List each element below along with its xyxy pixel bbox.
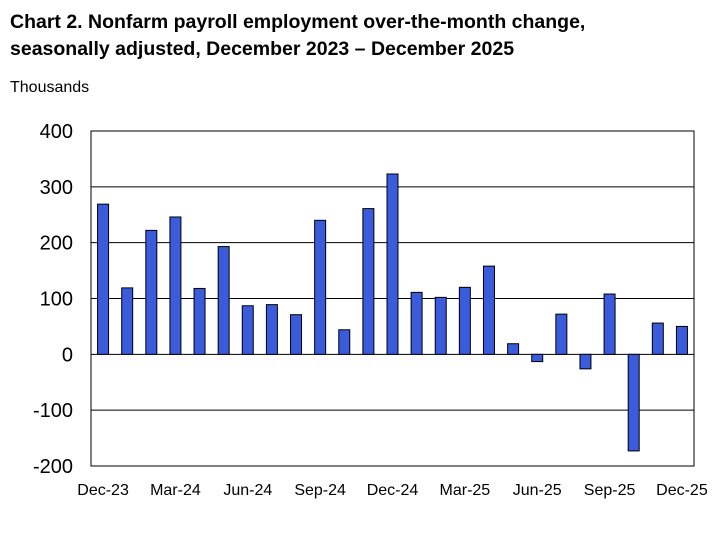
x-tick-label: Jun-25 xyxy=(513,482,562,499)
bar xyxy=(458,286,471,355)
bar xyxy=(410,291,423,355)
bar xyxy=(97,203,110,355)
x-tick-label: Mar-25 xyxy=(440,482,491,499)
chart-title-line-2: seasonally adjusted, December 2023 – Dec… xyxy=(10,38,515,60)
bar xyxy=(217,246,230,355)
y-axis-units-label: Thousands xyxy=(10,79,90,96)
bar xyxy=(169,216,182,355)
x-tick-label: Mar-24 xyxy=(150,482,201,499)
bar xyxy=(627,353,640,452)
bar xyxy=(651,322,664,355)
bar xyxy=(555,313,568,355)
y-tick-label: 300 xyxy=(40,177,73,199)
bar xyxy=(434,296,447,355)
bar xyxy=(265,304,278,355)
bar xyxy=(579,353,592,370)
bar xyxy=(675,325,688,355)
bar xyxy=(386,173,399,355)
bar xyxy=(482,265,495,355)
bar xyxy=(121,287,134,355)
y-tick-label: 200 xyxy=(40,233,73,255)
y-tick-label: 100 xyxy=(40,289,73,311)
bar xyxy=(338,329,351,355)
bar xyxy=(145,229,158,355)
x-tick-label: Dec-23 xyxy=(77,482,129,499)
bar xyxy=(531,353,544,363)
y-tick-label: 400 xyxy=(40,121,73,143)
bar xyxy=(362,208,375,355)
bar xyxy=(290,314,303,355)
y-tick-label: 0 xyxy=(62,344,73,366)
chart-title: Chart 2. Nonfarm payroll employment over… xyxy=(10,9,716,63)
bar xyxy=(507,343,520,355)
bar xyxy=(241,305,254,355)
x-tick-label: Sep-24 xyxy=(294,482,346,499)
x-tick-label: Dec-25 xyxy=(656,482,708,499)
y-tick-label: -100 xyxy=(33,400,73,422)
y-tick-label: -200 xyxy=(33,456,73,478)
x-tick-label: Dec-24 xyxy=(367,482,419,499)
x-tick-label: Sep-25 xyxy=(584,482,636,499)
bar xyxy=(603,293,616,355)
chart-title-line-1: Chart 2. Nonfarm payroll employment over… xyxy=(10,11,586,33)
bar xyxy=(193,287,206,355)
bar xyxy=(314,219,327,355)
x-tick-label: Jun-24 xyxy=(223,482,272,499)
